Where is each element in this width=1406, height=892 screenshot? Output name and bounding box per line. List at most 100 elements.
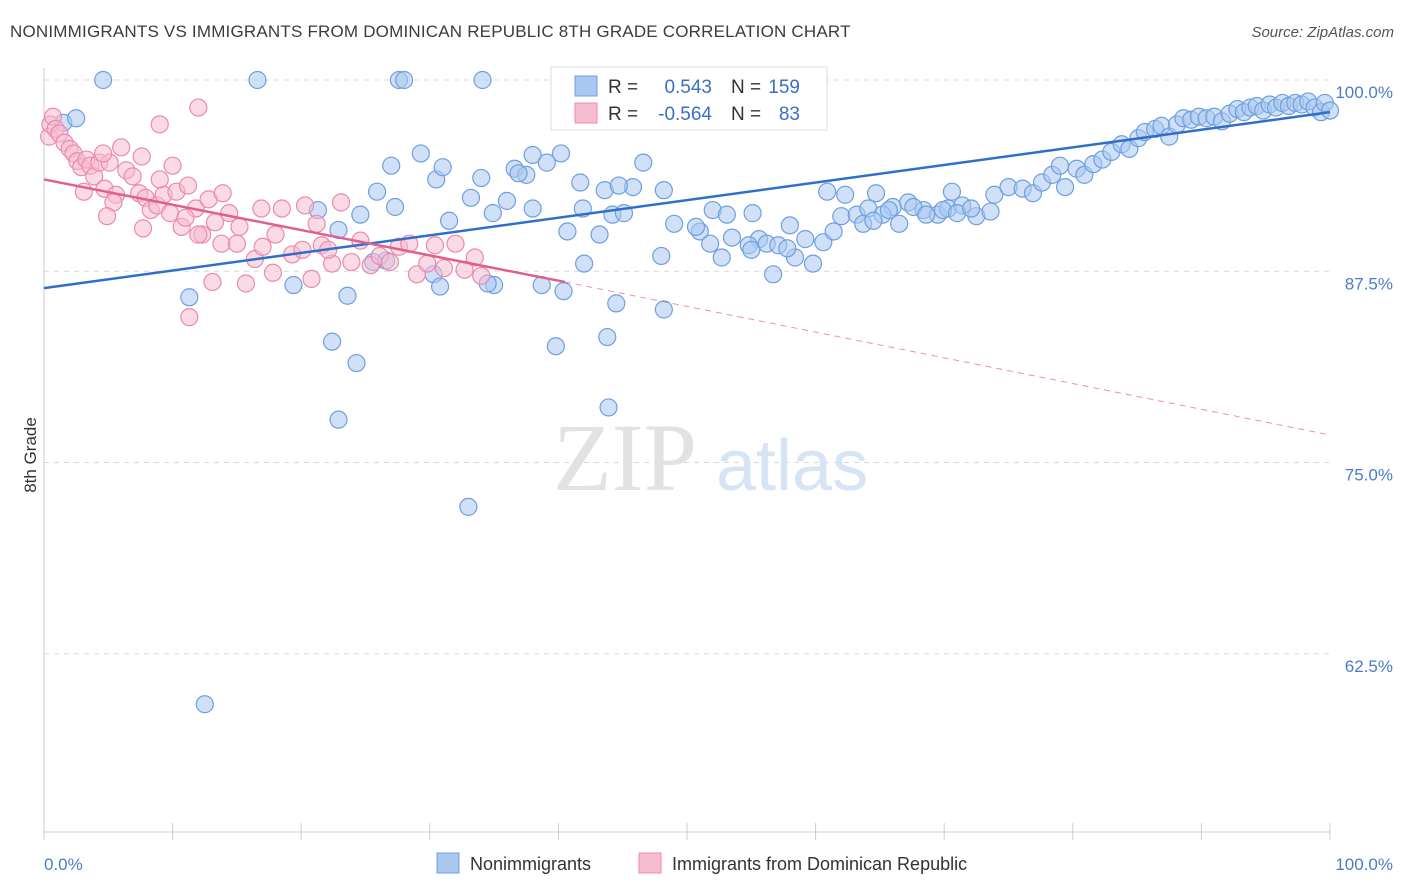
watermark: ZIP atlas (553, 404, 868, 511)
point-nonimmigrant-22 (609, 176, 628, 195)
point-nonimmigrant-148 (598, 327, 617, 347)
chart-title: NONIMMIGRANTS VS IMMIGRANTS FROM DOMINIC… (10, 22, 851, 41)
point-nonimmigrant-38 (985, 185, 1004, 204)
series-immigrants-dominican (40, 98, 491, 327)
point-nonimmigrant-125 (590, 225, 609, 244)
point-nonimmigrant-6 (67, 109, 86, 128)
trend-line-pink-extension (564, 281, 1331, 436)
point-immigrant-17 (112, 138, 131, 157)
point-immigrant-58 (446, 234, 465, 253)
point-immigrant-33 (212, 234, 231, 253)
point-immigrant-67 (163, 156, 182, 175)
point-nonimmigrant-152 (195, 695, 214, 714)
stats-r-value-pink: -0.564 (658, 104, 712, 125)
point-nonimmigrant-97 (832, 207, 851, 226)
point-immigrant-38 (253, 237, 272, 256)
point-immigrant-28 (178, 176, 198, 195)
y-tick-label-2: 75.0% (1345, 466, 1393, 485)
point-nonimmigrant-87 (558, 222, 577, 241)
point-nonimmigrant-140 (180, 288, 199, 307)
point-immigrant-55 (418, 254, 437, 273)
point-nonimmigrant-82 (385, 197, 405, 217)
point-nonimmigrant-128 (712, 248, 731, 267)
point-nonimmigrant-7 (411, 144, 430, 163)
legend-label-nonimmigrants: Nonimmigrants (470, 854, 591, 874)
x-tick-labels: 0.0% 100.0% (44, 855, 1393, 874)
point-immigrant-68 (176, 208, 195, 227)
point-nonimmigrant-150 (599, 398, 618, 417)
point-nonimmigrant-85 (497, 191, 517, 210)
point-immigrant-43 (302, 269, 321, 288)
point-nonimmigrant-138 (607, 294, 626, 313)
y-tick-labels: 100.0% 87.5% 75.0% 62.5% (1335, 83, 1393, 676)
point-nonimmigrant-29 (866, 184, 886, 203)
y-tick-label-0: 100.0% (1335, 83, 1393, 102)
point-nonimmigrant-17 (509, 164, 528, 183)
point-nonimmigrant-84 (461, 188, 481, 207)
point-nonimmigrant-107 (367, 182, 387, 201)
point-immigrant-78 (189, 98, 208, 117)
trend-line-pink (43, 178, 566, 284)
point-immigrant-73 (252, 199, 271, 218)
point-immigrant-79 (94, 144, 113, 163)
point-nonimmigrant-127 (652, 246, 671, 266)
point-immigrant-70 (203, 272, 222, 292)
point-nonimmigrant-151 (459, 497, 478, 516)
point-nonimmigrant-11 (551, 144, 571, 163)
point-nonimmigrant-83 (439, 211, 459, 230)
point-nonimmigrant-10 (537, 153, 556, 172)
point-nonimmigrant-4 (473, 70, 492, 90)
point-nonimmigrant-92 (722, 228, 742, 247)
point-immigrant-46 (331, 193, 351, 212)
point-nonimmigrant-106 (962, 199, 981, 218)
point-immigrant-56 (425, 236, 445, 255)
grid-lines (44, 79, 1330, 655)
point-immigrant-57 (434, 259, 454, 278)
stats-swatch-blue (574, 75, 598, 97)
point-nonimmigrant-90 (665, 214, 684, 233)
point-immigrant-81 (150, 115, 169, 134)
stats-n-label-pink: N = (731, 104, 761, 125)
legend-swatch-blue (436, 852, 460, 874)
trend-lines (43, 110, 1331, 436)
x-tick-label-min: 0.0% (44, 855, 83, 874)
point-nonimmigrant-26 (743, 204, 762, 223)
point-nonimmigrant-8 (382, 156, 401, 175)
point-immigrant-64 (97, 207, 117, 226)
point-immigrant-39 (263, 263, 283, 282)
point-nonimmigrant-124 (942, 182, 962, 201)
point-immigrant-75 (295, 196, 315, 215)
point-immigrant-19 (123, 167, 142, 186)
stats-swatch-pink (574, 102, 598, 124)
point-nonimmigrant-114 (701, 234, 720, 253)
legend-label-immigrants: Immigrants from Dominican Republic (672, 854, 967, 874)
stats-box: R = 0.543 N = 159 R = -0.564 N = 83 (550, 66, 828, 131)
point-nonimmigrant-14 (472, 168, 491, 188)
point-nonimmigrant-142 (338, 286, 357, 305)
point-nonimmigrant-44 (1050, 156, 1070, 175)
point-nonimmigrant-110 (483, 204, 502, 223)
point-nonimmigrant-27 (818, 182, 837, 201)
series-nonimmigrants (54, 70, 1340, 714)
point-immigrant-72 (230, 217, 249, 236)
point-immigrant-82 (180, 308, 199, 327)
stats-n-value-pink: 83 (779, 104, 800, 125)
stats-r-label-pink: R = (608, 104, 638, 125)
point-immigrant-74 (266, 225, 285, 244)
point-nonimmigrant-94 (780, 216, 799, 235)
chart-source: Source: ZipAtlas.com (1251, 24, 1394, 41)
watermark-zip: ZIP (553, 404, 697, 511)
point-immigrant-76 (307, 214, 326, 233)
point-immigrant-65 (133, 219, 153, 238)
point-immigrant-51 (380, 252, 400, 272)
point-nonimmigrant-123 (879, 200, 899, 220)
point-immigrant-69 (189, 225, 208, 244)
point-nonimmigrant-20 (571, 173, 590, 192)
point-nonimmigrant-147 (546, 337, 565, 356)
point-nonimmigrant-86 (523, 199, 542, 218)
point-nonimmigrant-141 (284, 275, 303, 295)
point-nonimmigrant-146 (347, 353, 366, 373)
point-nonimmigrant-121 (864, 211, 883, 230)
point-nonimmigrant-28 (836, 185, 855, 204)
